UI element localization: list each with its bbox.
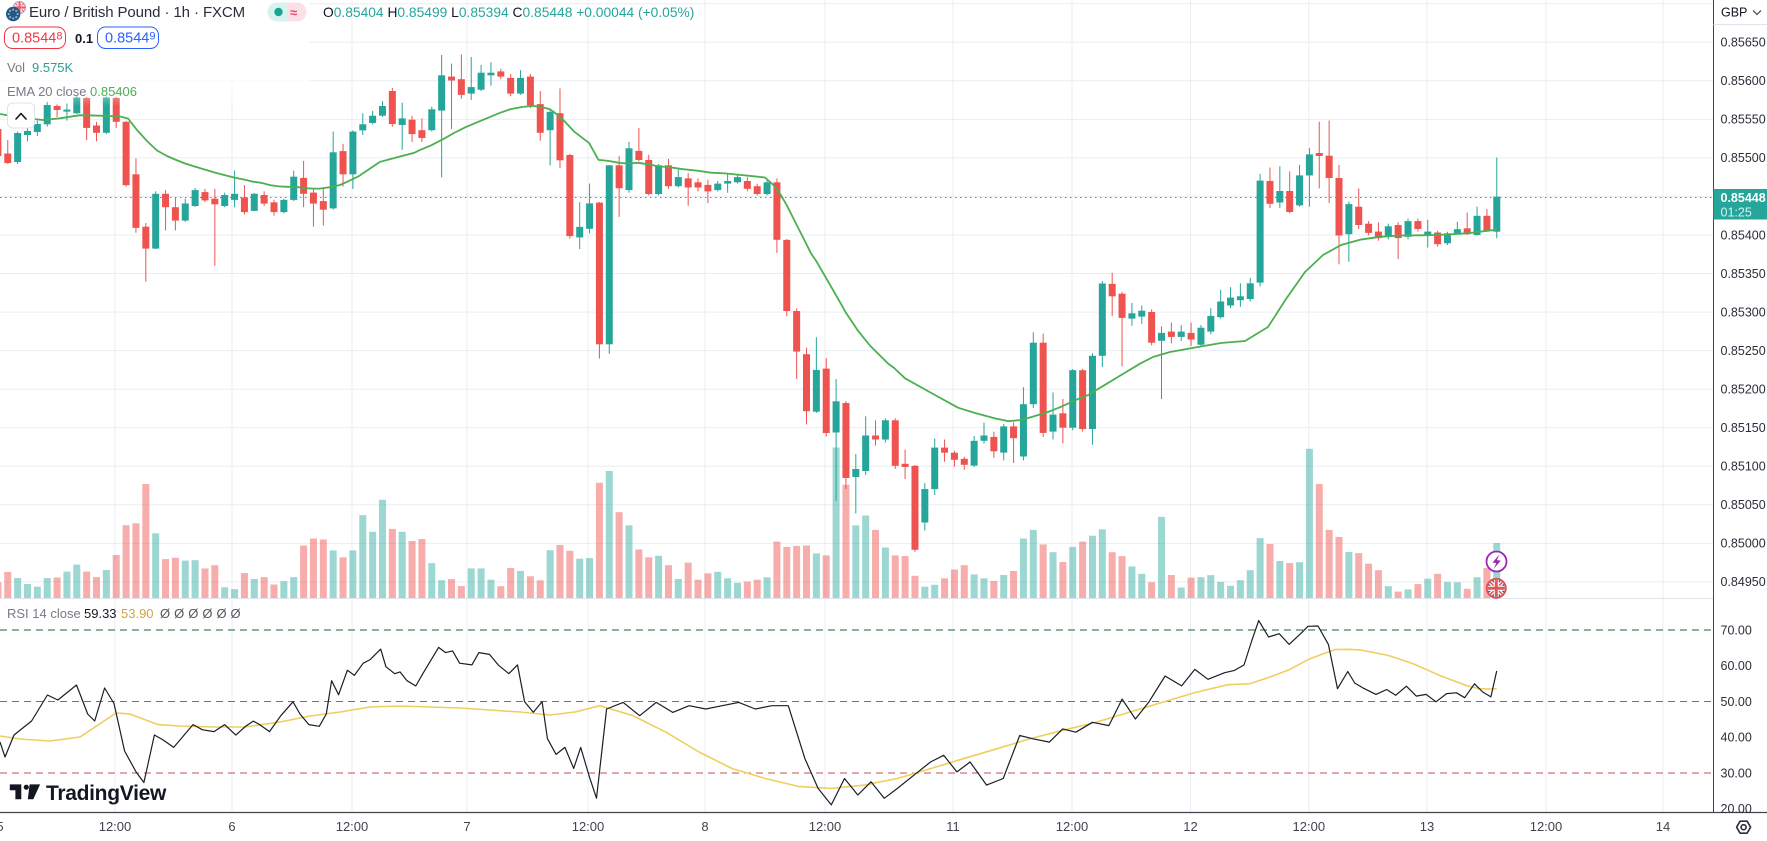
svg-text:Vol: Vol	[7, 60, 25, 75]
svg-text:53.90: 53.90	[121, 606, 154, 621]
svg-text:0.85449: 0.85449	[105, 31, 155, 47]
svg-text:GBP: GBP	[1721, 6, 1747, 20]
svg-text:0.85400: 0.85400	[1721, 228, 1766, 242]
svg-text:0.85448: 0.85448	[12, 31, 62, 47]
svg-text:12:00: 12:00	[1056, 819, 1089, 834]
svg-text:6: 6	[228, 819, 235, 834]
svg-text:9.575K: 9.575K	[32, 60, 74, 75]
svg-text:≈: ≈	[290, 5, 297, 20]
svg-text:0.85000: 0.85000	[1721, 537, 1766, 551]
svg-text:50.00: 50.00	[1721, 695, 1752, 709]
svg-text:0.85650: 0.85650	[1721, 36, 1766, 50]
svg-text:RSI 14 close: RSI 14 close	[7, 606, 81, 621]
svg-text:12:00: 12:00	[809, 819, 842, 834]
svg-text:20.00: 20.00	[1721, 802, 1752, 816]
svg-text:12:00: 12:00	[1293, 819, 1326, 834]
svg-text:14: 14	[1656, 819, 1670, 834]
svg-text:EMA 20 close: EMA 20 close	[7, 84, 87, 99]
svg-text:0.1: 0.1	[75, 31, 93, 46]
svg-text:0.85300: 0.85300	[1721, 305, 1766, 319]
svg-text:40.00: 40.00	[1721, 731, 1752, 745]
svg-text:0.85406: 0.85406	[90, 84, 137, 99]
svg-text:0.85050: 0.85050	[1721, 498, 1766, 512]
svg-text:60.00: 60.00	[1721, 659, 1752, 673]
svg-text:8: 8	[701, 819, 708, 834]
svg-text:12: 12	[1183, 819, 1197, 834]
svg-text:0.85100: 0.85100	[1721, 460, 1766, 474]
svg-text:11: 11	[946, 819, 960, 834]
svg-text:0.85150: 0.85150	[1721, 421, 1766, 435]
svg-text:0.85500: 0.85500	[1721, 151, 1766, 165]
svg-text:01:25: 01:25	[1721, 206, 1752, 220]
svg-text:0.85200: 0.85200	[1721, 383, 1766, 397]
svg-text:0.84950: 0.84950	[1721, 575, 1766, 589]
svg-text:59.33: 59.33	[84, 606, 117, 621]
svg-text:70.00: 70.00	[1721, 623, 1752, 637]
svg-text:Euro / British Pound · 1h · FX: Euro / British Pound · 1h · FXCM	[29, 4, 245, 21]
svg-text:12:00: 12:00	[1530, 819, 1563, 834]
svg-text:0.85350: 0.85350	[1721, 267, 1766, 281]
svg-text:0.85550: 0.85550	[1721, 113, 1766, 127]
svg-text:0.85448: 0.85448	[1721, 191, 1766, 205]
svg-text:12:00: 12:00	[572, 819, 605, 834]
svg-text:7: 7	[463, 819, 470, 834]
svg-text:TradingView: TradingView	[46, 782, 167, 805]
svg-text:13: 13	[1420, 819, 1434, 834]
svg-text:0.85600: 0.85600	[1721, 74, 1766, 88]
svg-text:12:00: 12:00	[336, 819, 369, 834]
svg-text:ØØØØØØ: ØØØØØØ	[160, 606, 245, 621]
svg-text:0.85250: 0.85250	[1721, 344, 1766, 358]
svg-text:O0.85404 H0.85499 L0.85394 C0.: O0.85404 H0.85499 L0.85394 C0.85448 +0.0…	[323, 5, 694, 20]
svg-text:30.00: 30.00	[1721, 766, 1752, 780]
svg-text:12:00: 12:00	[99, 819, 132, 834]
svg-text:5: 5	[0, 819, 4, 834]
